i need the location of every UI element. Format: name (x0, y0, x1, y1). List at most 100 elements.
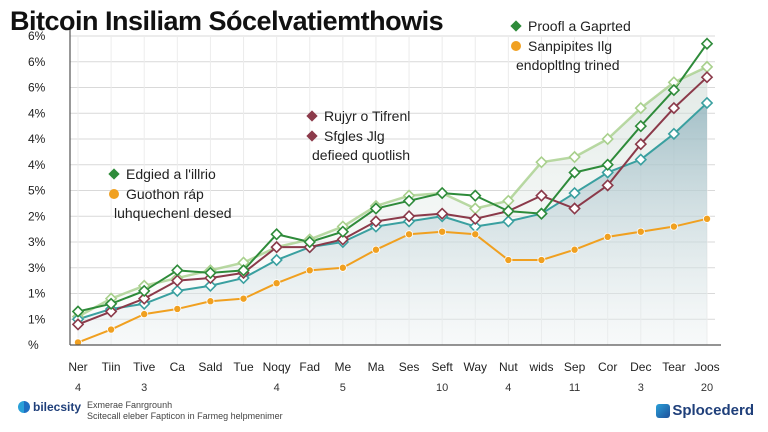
data-point (402, 194, 416, 208)
data-point (369, 215, 383, 228)
data-point (703, 214, 712, 223)
footer-line-1: Exmerae Fanrgrounh (87, 400, 173, 410)
data-point (270, 240, 283, 254)
data-point (469, 189, 482, 202)
data-point (303, 235, 316, 249)
x-sub-label: 3 (141, 382, 147, 394)
series-line (77, 65, 708, 318)
data-point (667, 76, 681, 89)
legend-swatch (511, 41, 521, 51)
data-point (568, 166, 581, 179)
data-point (535, 189, 548, 202)
legends: Proofl a Gaprted Sanpipites Ilg endopltlng… (108, 18, 631, 221)
legend-label: Rujyr o Tifrenl (324, 108, 410, 124)
data-point (107, 325, 116, 334)
x-tick-label: Nut (499, 360, 518, 374)
x-tick-label: Ca (170, 360, 186, 374)
x-tick-label: Joos (694, 360, 719, 374)
data-point (71, 305, 85, 318)
data-point (104, 305, 118, 318)
data-point (502, 194, 515, 208)
footer-line-2: Scitecall eleber Fapticon in Farmeg help… (87, 411, 283, 421)
data-point (171, 264, 184, 277)
series-line (77, 102, 708, 321)
data-point (601, 132, 614, 146)
footer-caption: Exmerae Fanrgrounh Scitecall eleber Fapt… (87, 400, 283, 422)
legend-swatch (306, 130, 318, 142)
data-point (667, 101, 681, 115)
data-point (667, 127, 681, 141)
x-tick-label: Tiin (102, 360, 121, 374)
x-tick-label: Me (335, 360, 352, 374)
data-point (469, 220, 482, 233)
data-point (237, 264, 250, 277)
y-tick-label: 4% (28, 132, 46, 146)
data-point (700, 96, 714, 110)
y-tick-label: 4% (28, 106, 46, 120)
data-point (535, 155, 548, 169)
data-point (206, 297, 215, 306)
axes (69, 30, 721, 346)
data-point (270, 253, 283, 267)
brand-logo-right: Splocederd (656, 402, 754, 419)
data-point (305, 266, 314, 275)
data-point (634, 101, 648, 115)
data-point (336, 225, 350, 238)
data-point (402, 210, 416, 223)
data-point (137, 292, 151, 305)
legend-swatch (109, 189, 119, 199)
data-point (171, 284, 184, 298)
data-point (237, 256, 250, 269)
legend-subtitle: endopltlng trined (516, 57, 620, 73)
y-tick-label: 3% (28, 261, 46, 275)
x-sub-label: 20 (701, 382, 713, 394)
data-point (137, 284, 151, 298)
chart-title: Bitcoin Insiliam Sócelvatiemthowis (10, 6, 444, 36)
data-point (636, 227, 645, 236)
y-tick-label: % (28, 338, 39, 352)
legend-swatch (306, 110, 318, 122)
x-tick-label: Way (463, 360, 487, 374)
x-tick-label: Ner (68, 360, 87, 374)
y-tick-label: 2% (28, 209, 46, 223)
data-point (700, 37, 714, 50)
data-point (570, 245, 579, 254)
data-point (171, 274, 184, 287)
legend-subtitle: defieed quotlish (312, 147, 410, 163)
data-point (700, 60, 714, 74)
data-point (239, 294, 248, 303)
data-point (336, 233, 350, 246)
data-point (438, 227, 447, 236)
data-point (603, 232, 612, 241)
data-point (435, 186, 449, 200)
data-point (104, 297, 118, 311)
x-sub-label: 4 (505, 382, 511, 394)
data-point (270, 228, 283, 241)
data-point (669, 222, 678, 231)
data-point (502, 204, 515, 218)
y-tick-label: 4% (28, 158, 46, 172)
legend-label: Sanpipites Ilg (528, 38, 612, 54)
x-tick-label: Seft (431, 360, 453, 374)
x-tick-label: Noqy (263, 360, 291, 374)
y-tick-label: 6% (28, 81, 46, 95)
y-tick-label: 6% (28, 29, 46, 43)
y-axis-ticks: % 1% 1% 3% 3% 2% 5% 4% 4% 4% 6% 6% 6% (28, 29, 46, 352)
series-line (77, 217, 708, 344)
x-sub-label: 11 (569, 382, 580, 394)
y-tick-label: 3% (28, 235, 46, 249)
legend-label: Proofl a Gaprted (528, 18, 631, 34)
legend-label: Sfgles Jlg (324, 128, 385, 144)
data-point (74, 338, 83, 347)
data-point (700, 70, 714, 84)
x-tick-label: Dec (630, 360, 651, 374)
data-point (537, 256, 546, 265)
brand-mark-icon (18, 401, 30, 413)
x-sub-label: 3 (638, 382, 644, 394)
brand-name-left: bilecsity (33, 400, 82, 414)
x-tick-label: Sald (198, 360, 222, 374)
data-point (369, 202, 383, 215)
footer-left: bilecsity Exmerae Fanrgrounh Scitecall e… (18, 400, 283, 422)
data-point (272, 279, 281, 288)
